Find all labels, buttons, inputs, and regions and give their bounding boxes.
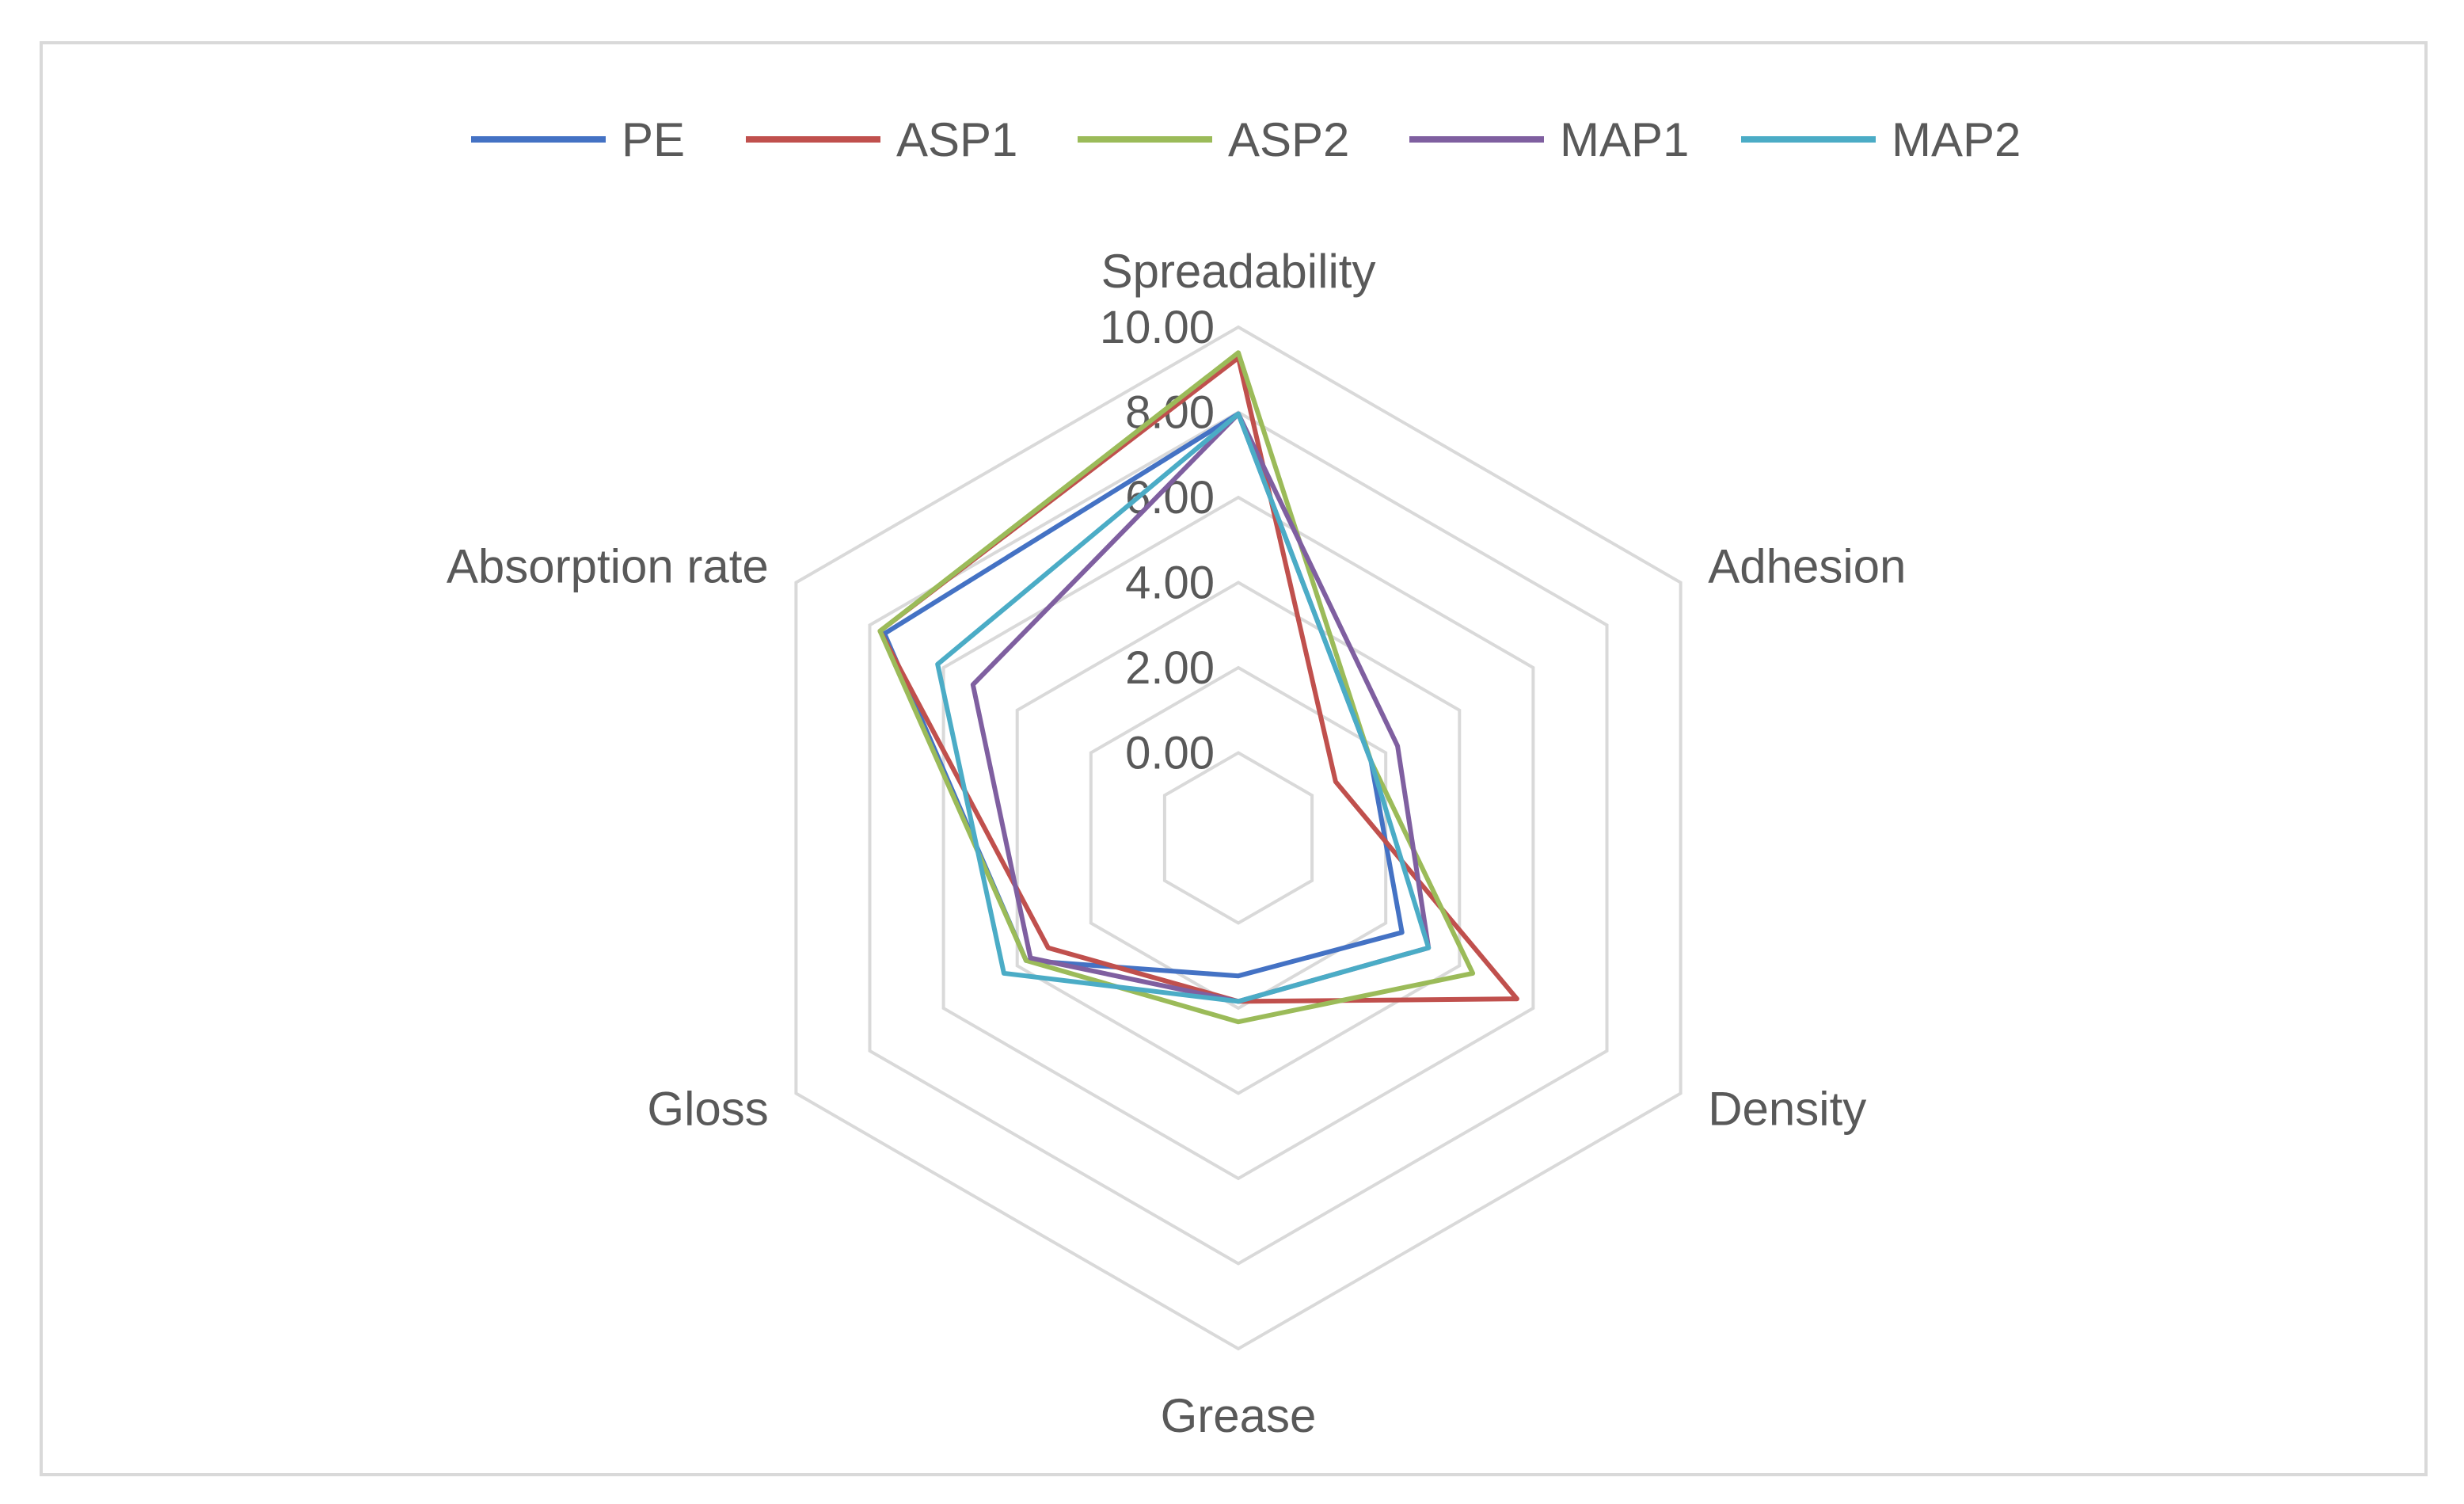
legend-item-asp1[interactable]: ASP1: [746, 113, 1017, 166]
axis-label-density: Density: [1708, 1083, 1866, 1136]
grid-ring-5: [794, 325, 1683, 1351]
grid-ring-1: [1089, 665, 1388, 1011]
legend-label: MAP2: [1892, 113, 2021, 166]
axis-label-spreadability: Spreadability: [1101, 245, 1376, 298]
tick-label: 0.00: [1125, 728, 1215, 779]
radar-grid: [794, 325, 1683, 1351]
legend-label: ASP1: [896, 113, 1017, 166]
legend-label: ASP2: [1228, 113, 1349, 166]
legend-item-asp2[interactable]: ASP2: [1078, 113, 1349, 166]
legend-item-pe[interactable]: PE: [471, 113, 685, 166]
tick-label: 2.00: [1125, 642, 1215, 694]
grid-ring-0: [1162, 751, 1314, 925]
axis-label-adhesion: Adhesion: [1708, 540, 1906, 593]
grid-ring-2: [1015, 581, 1462, 1095]
chart-frame: [40, 41, 2428, 1476]
axis-label-grease: Grease: [1161, 1389, 1317, 1442]
axis-label-gloss: Gloss: [647, 1083, 768, 1136]
legend-label: PE: [622, 113, 685, 166]
legend-label: MAP1: [1560, 113, 1689, 166]
series-lines: [877, 350, 1519, 1025]
axis-labels: Spreadability Adhesion Density Grease Gloss A…: [447, 245, 1907, 1442]
tick-label: 10.00: [1100, 302, 1215, 353]
tick-label: 4.00: [1125, 558, 1215, 609]
legend-item-map1[interactable]: MAP1: [1409, 113, 1689, 166]
series-map2: [935, 411, 1432, 1004]
axis-label-absorption-rate: Absorption rate: [447, 540, 769, 593]
legend[interactable]: PE ASP1 ASP2 MAP1 MAP2: [471, 113, 2021, 166]
grid-ring-4: [868, 410, 1609, 1266]
legend-item-map2[interactable]: MAP2: [1741, 113, 2021, 166]
grid-ring-3: [941, 495, 1535, 1181]
